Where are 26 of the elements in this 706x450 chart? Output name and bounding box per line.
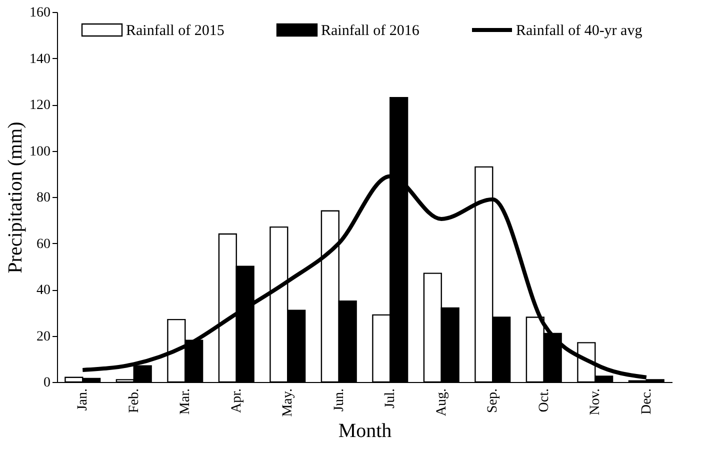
y-tick-label: 140 (30, 52, 50, 67)
y-tick-label: 40 (36, 283, 50, 298)
x-tick-label: May. (280, 388, 296, 417)
x-tick-label: Nov. (588, 388, 604, 416)
y-tick-label: 0 (44, 376, 50, 390)
y-tick-label: 120 (30, 98, 50, 113)
x-tick-label: Feb. (126, 388, 142, 413)
legend-label: Rainfall of 2015 (126, 23, 224, 39)
x-tick-label: Jan. (76, 388, 91, 411)
x-tick-label: Aug. (434, 388, 450, 416)
x-tick-label: Oct. (536, 388, 552, 412)
y-axis-title: Precipitation (mm) (4, 122, 26, 274)
legend-label: Rainfall of 40-yr avg (516, 23, 643, 39)
x-tick-label: Mar. (178, 388, 194, 415)
x-tick-label: Sep. (486, 388, 501, 413)
x-tick-label: Apr. (229, 388, 244, 413)
legend-label: Rainfall of 2016 (321, 23, 420, 39)
x-tick-label: Dec. (639, 388, 654, 415)
y-tick-label: 60 (36, 236, 50, 252)
y-tick-label: 20 (36, 329, 50, 344)
x-axis-title: Month (338, 420, 392, 442)
y-tick-label: 100 (30, 144, 50, 160)
y-tick-label: 160 (30, 6, 50, 20)
y-tick-label: 80 (36, 190, 50, 206)
x-tick-label: Jun. (332, 388, 347, 412)
x-tick-label: Jul. (383, 388, 398, 408)
